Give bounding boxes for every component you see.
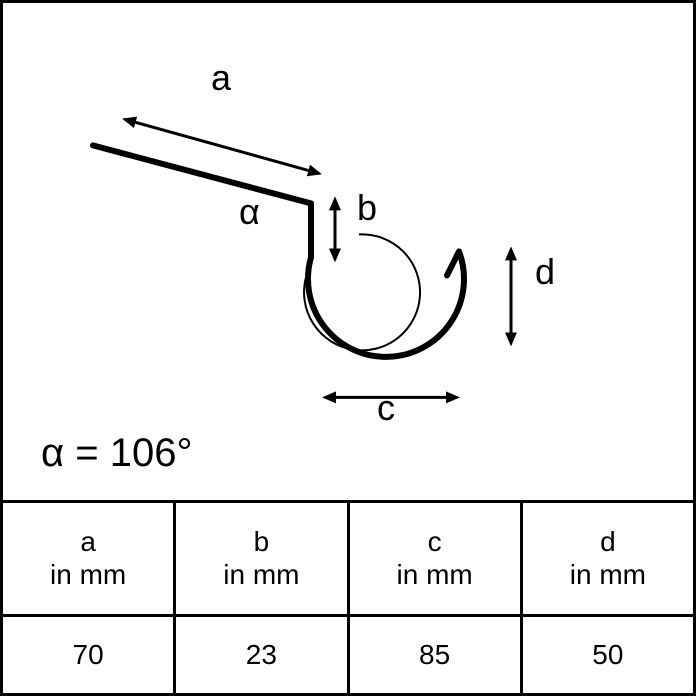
value-d: 50 (520, 617, 693, 693)
value-a: 70 (3, 617, 173, 693)
label-c: c (377, 387, 395, 429)
profile-diagram (3, 3, 693, 500)
header-letter: c (428, 525, 442, 559)
alpha-arc (304, 234, 420, 350)
header-letter: a (80, 525, 96, 559)
value-c: 85 (347, 617, 520, 693)
col-header-a: a in mm (3, 503, 173, 614)
header-letter: d (600, 525, 616, 559)
col-header-b: b in mm (173, 503, 346, 614)
header-unit: in mm (223, 558, 299, 592)
col-header-d: d in mm (520, 503, 693, 614)
label-alpha: α (239, 191, 260, 233)
gutter-profile (93, 145, 464, 356)
diagram-panel: a α b c d α = 106° (3, 3, 693, 503)
label-a: a (211, 57, 231, 99)
dim-arrow-a (125, 119, 319, 173)
col-header-c: c in mm (347, 503, 520, 614)
label-b: b (357, 187, 377, 229)
header-unit: in mm (570, 558, 646, 592)
table-header-row: a in mm b in mm c in mm d in mm (3, 503, 693, 617)
dimension-table: a in mm b in mm c in mm d in mm 70 23 85… (3, 503, 693, 693)
angle-value-text: α = 106° (41, 431, 192, 476)
label-d: d (535, 251, 555, 293)
header-unit: in mm (397, 558, 473, 592)
header-letter: b (254, 525, 270, 559)
table-value-row: 70 23 85 50 (3, 617, 693, 693)
figure-container: a α b c d α = 106° a in mm b in mm c in … (0, 0, 696, 696)
value-b: 23 (173, 617, 346, 693)
header-unit: in mm (50, 558, 126, 592)
